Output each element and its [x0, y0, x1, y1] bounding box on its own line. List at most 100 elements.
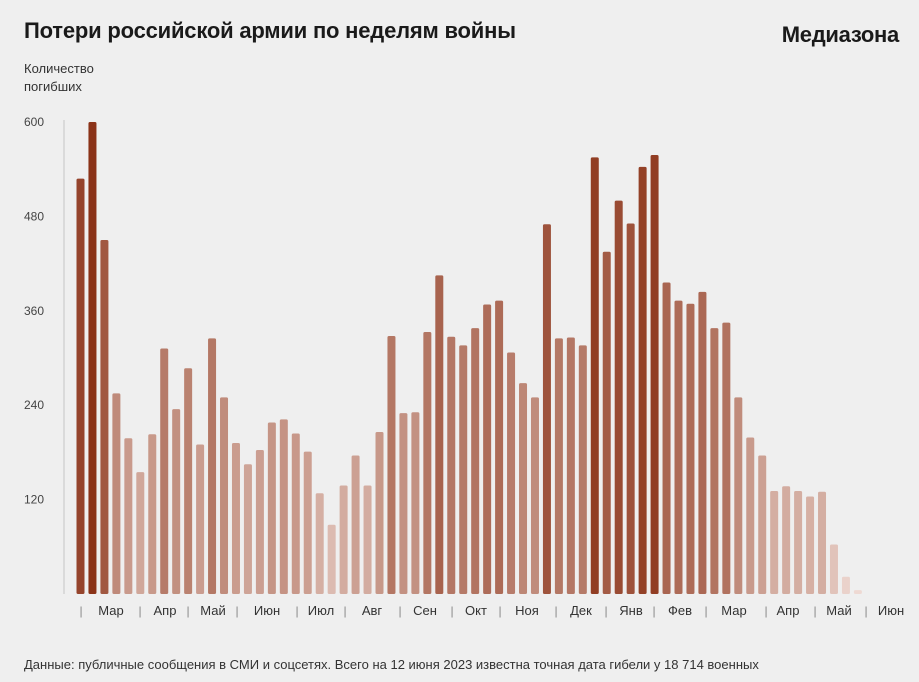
bar	[76, 178, 85, 594]
x-tick-label: Окт	[465, 603, 487, 618]
month-separator: |	[498, 604, 501, 618]
bar	[578, 345, 587, 594]
x-tick-label: Мар	[98, 603, 123, 618]
bar	[88, 122, 97, 594]
bar	[172, 409, 181, 594]
bar	[303, 451, 312, 594]
bar	[136, 472, 145, 594]
month-separator: |	[764, 604, 767, 618]
bar	[662, 282, 671, 594]
bar	[447, 336, 456, 594]
bar	[542, 224, 551, 594]
bar	[267, 422, 276, 594]
bar	[471, 328, 480, 594]
bar	[734, 397, 743, 594]
x-tick-label: Апр	[154, 603, 177, 618]
bar	[339, 485, 348, 594]
bar	[519, 383, 528, 594]
y-axis-label-line-2: погибших	[24, 79, 82, 94]
bar	[387, 335, 396, 594]
bar	[411, 412, 420, 594]
bar	[231, 442, 240, 594]
bar	[315, 493, 324, 594]
x-tick-label: Авг	[362, 603, 383, 618]
bar	[853, 590, 862, 594]
x-tick-label: Апр	[777, 603, 800, 618]
chart-title: Потери российской армии по неделям войны	[24, 18, 516, 43]
bar	[686, 303, 695, 594]
x-tick-label: Ноя	[515, 603, 539, 618]
bar	[124, 438, 133, 594]
bar	[459, 345, 468, 594]
month-separator: |	[235, 604, 238, 618]
bar	[710, 328, 719, 594]
y-axis-label-line-1: Количество	[24, 61, 94, 76]
month-separator: |	[704, 604, 707, 618]
y-tick-label: 600	[24, 115, 44, 129]
bar	[255, 450, 264, 594]
month-separator: |	[450, 604, 453, 618]
bar	[243, 464, 252, 594]
bar	[829, 544, 838, 594]
x-tick-label: Июн	[254, 603, 280, 618]
bar	[614, 200, 623, 595]
bar	[758, 455, 767, 594]
bar	[148, 434, 157, 594]
month-separator: |	[343, 604, 346, 618]
month-separator: |	[813, 604, 816, 618]
month-separator: |	[138, 604, 141, 618]
bar	[794, 490, 803, 594]
bar	[435, 275, 444, 594]
brand-logo[interactable]: Медиазона	[781, 22, 900, 47]
bar	[495, 300, 504, 594]
bar	[184, 368, 193, 594]
month-separator: |	[398, 604, 401, 618]
y-tick-label: 480	[24, 209, 44, 223]
bar	[160, 348, 169, 594]
bar	[483, 304, 492, 594]
bar	[650, 155, 659, 595]
bar	[100, 240, 109, 594]
bar	[220, 397, 229, 594]
bar	[602, 251, 611, 595]
month-separator: |	[604, 604, 607, 618]
bar	[507, 352, 516, 594]
month-separator: |	[554, 604, 557, 618]
y-tick-label: 120	[24, 493, 44, 507]
x-tick-label: Июл	[308, 603, 334, 618]
bar	[327, 524, 336, 594]
bar	[841, 576, 850, 594]
bar	[782, 486, 791, 594]
bar	[530, 397, 539, 594]
bar	[746, 437, 755, 594]
y-axis-label: Количество погибших	[24, 60, 94, 96]
x-tick-label: Мар	[721, 603, 746, 618]
bar	[770, 490, 779, 594]
bar	[818, 491, 827, 594]
bar	[698, 291, 707, 594]
month-separator: |	[864, 604, 867, 618]
bar	[208, 338, 217, 594]
bar	[566, 337, 575, 594]
y-tick-label: 240	[24, 398, 44, 412]
bar	[291, 433, 300, 594]
x-tick-label: Фев	[668, 603, 692, 618]
bar	[112, 393, 121, 594]
bar	[279, 419, 288, 594]
month-separator: |	[79, 604, 82, 618]
month-separator: |	[295, 604, 298, 618]
bar	[638, 166, 647, 594]
bar	[363, 485, 372, 594]
month-separator: |	[186, 604, 189, 618]
bar	[375, 431, 384, 594]
month-separator: |	[652, 604, 655, 618]
x-tick-label: Сен	[413, 603, 437, 618]
bar	[590, 157, 599, 594]
x-tick-label: Май	[200, 603, 225, 618]
x-tick-label: Июн	[878, 603, 904, 618]
source-note: Данные: публичные сообщения в СМИ и соцс…	[24, 657, 759, 672]
bar	[196, 444, 205, 594]
bar	[351, 455, 360, 594]
x-tick-label: Янв	[619, 603, 643, 618]
x-tick-label: Май	[826, 603, 851, 618]
